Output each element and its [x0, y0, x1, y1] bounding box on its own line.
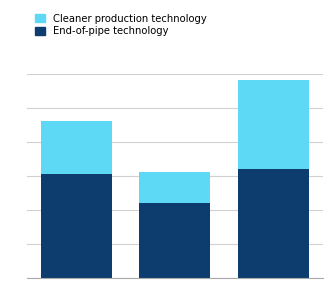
- Bar: [238, 168, 309, 278]
- Bar: [139, 172, 210, 202]
- Legend: Cleaner production technology, End-of-pipe technology: Cleaner production technology, End-of-pi…: [32, 11, 210, 39]
- Bar: [41, 174, 112, 278]
- Bar: [41, 121, 112, 174]
- Bar: [238, 80, 309, 168]
- Bar: [139, 202, 210, 278]
